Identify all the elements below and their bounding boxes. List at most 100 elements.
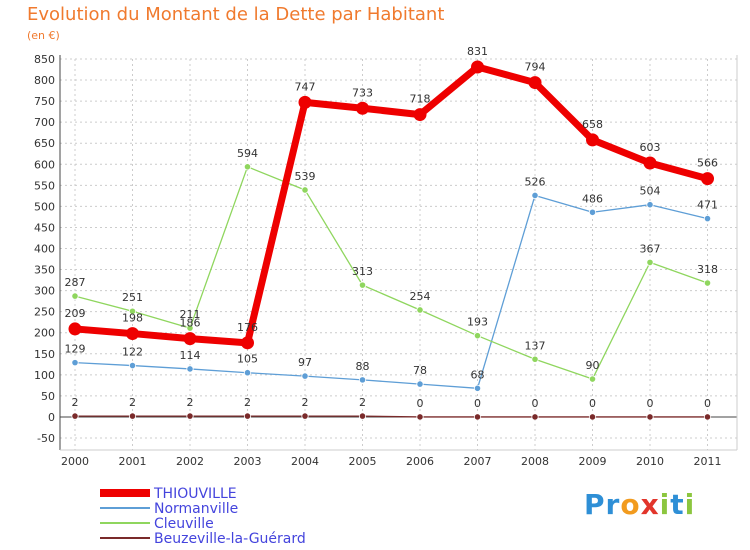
data-point bbox=[473, 384, 482, 392]
data-point bbox=[128, 307, 137, 315]
y-tick-label: 550 bbox=[34, 179, 55, 192]
series-line bbox=[74, 194, 708, 389]
data-point bbox=[416, 380, 424, 388]
data-point bbox=[71, 412, 79, 420]
data-point bbox=[356, 101, 369, 115]
y-tick-label: 450 bbox=[34, 221, 55, 234]
data-point bbox=[646, 413, 654, 421]
data-label: 718 bbox=[410, 93, 431, 106]
data-point bbox=[703, 279, 712, 287]
x-tick-label: 2009 bbox=[579, 455, 607, 468]
data-point bbox=[186, 324, 194, 332]
data-point bbox=[588, 208, 597, 216]
logo-letter: i bbox=[684, 488, 696, 521]
logo-letter: r bbox=[605, 488, 621, 521]
data-label: 209 bbox=[65, 307, 86, 320]
y-tick-label: -50 bbox=[37, 432, 55, 445]
data-label: 2 bbox=[129, 396, 136, 409]
y-tick-label: 200 bbox=[34, 327, 55, 340]
series-line bbox=[74, 63, 709, 347]
data-point bbox=[186, 412, 194, 420]
data-point bbox=[128, 412, 137, 420]
data-label: 90 bbox=[586, 359, 600, 372]
x-tick-label: 2000 bbox=[61, 455, 89, 468]
legend-label: Normanville bbox=[154, 501, 238, 517]
logo-letter: x bbox=[640, 488, 660, 521]
data-point bbox=[646, 201, 654, 209]
data-point bbox=[413, 108, 427, 122]
data-label: 733 bbox=[352, 86, 373, 99]
data-point bbox=[298, 95, 312, 109]
x-tick-label: 2005 bbox=[349, 455, 377, 468]
data-label: 313 bbox=[352, 265, 373, 278]
data-label: 566 bbox=[697, 157, 718, 170]
data-label: 176 bbox=[237, 321, 258, 334]
data-label: 794 bbox=[525, 61, 546, 74]
y-tick-label: 500 bbox=[34, 200, 55, 213]
data-point bbox=[531, 413, 539, 421]
data-point bbox=[703, 413, 712, 421]
y-tick-label: 400 bbox=[34, 243, 55, 256]
data-point bbox=[358, 281, 367, 289]
data-label: 97 bbox=[298, 356, 312, 369]
x-tick-label: 2010 bbox=[636, 455, 664, 468]
y-tick-label: 50 bbox=[41, 390, 55, 403]
x-tick-label: 2007 bbox=[464, 455, 492, 468]
data-label: 2 bbox=[302, 396, 309, 409]
x-tick-label: 2011 bbox=[694, 455, 722, 468]
data-label: 471 bbox=[697, 199, 718, 212]
data-point bbox=[243, 412, 252, 420]
data-label: 539 bbox=[295, 170, 316, 183]
data-label: 186 bbox=[180, 317, 201, 330]
data-point bbox=[586, 133, 599, 147]
y-tick-label: 800 bbox=[34, 74, 55, 87]
y-tick-label: 350 bbox=[34, 264, 55, 277]
data-label: 0 bbox=[532, 397, 539, 410]
chart-title: Evolution du Montant de la Dette par Hab… bbox=[27, 4, 445, 25]
data-label: 2 bbox=[187, 396, 194, 409]
data-point bbox=[643, 156, 657, 170]
data-point bbox=[531, 191, 539, 200]
data-label: 0 bbox=[589, 397, 596, 410]
y-tick-label: 250 bbox=[34, 306, 55, 319]
data-point bbox=[471, 60, 484, 74]
logo-letter: t bbox=[670, 488, 685, 521]
data-label: 287 bbox=[65, 276, 86, 289]
x-tick-label: 2004 bbox=[291, 455, 319, 468]
data-label: 105 bbox=[237, 353, 258, 366]
data-label: 2 bbox=[244, 396, 251, 409]
data-label: 318 bbox=[697, 263, 718, 276]
data-point bbox=[243, 369, 252, 377]
proxiti-logo: Proxiti bbox=[584, 488, 695, 521]
data-point bbox=[301, 372, 309, 380]
y-tick-label: 0 bbox=[48, 411, 55, 424]
data-label: 129 bbox=[65, 343, 86, 356]
data-point bbox=[473, 413, 482, 421]
data-point bbox=[358, 376, 367, 384]
data-label: 193 bbox=[467, 316, 488, 329]
data-label: 747 bbox=[295, 80, 316, 93]
logo-letter: P bbox=[584, 488, 606, 521]
data-label: 594 bbox=[237, 147, 258, 160]
x-tick-label: 2002 bbox=[176, 455, 204, 468]
data-point bbox=[186, 365, 194, 373]
data-point bbox=[701, 172, 714, 186]
data-label: 137 bbox=[525, 339, 546, 352]
data-label: 122 bbox=[122, 346, 143, 359]
data-label: 2 bbox=[72, 396, 79, 409]
data-point bbox=[243, 163, 252, 171]
chart-subtitle: (en €) bbox=[27, 29, 60, 42]
data-point bbox=[126, 327, 139, 341]
data-label: 211 bbox=[180, 308, 201, 321]
series-line bbox=[75, 415, 708, 418]
data-point bbox=[646, 258, 654, 266]
data-point bbox=[301, 412, 309, 420]
y-tick-label: 750 bbox=[34, 95, 55, 108]
data-point bbox=[528, 76, 542, 90]
logo-letter: o bbox=[620, 488, 641, 521]
data-point bbox=[588, 413, 597, 421]
data-label: 0 bbox=[474, 397, 481, 410]
data-label: 831 bbox=[467, 45, 488, 58]
